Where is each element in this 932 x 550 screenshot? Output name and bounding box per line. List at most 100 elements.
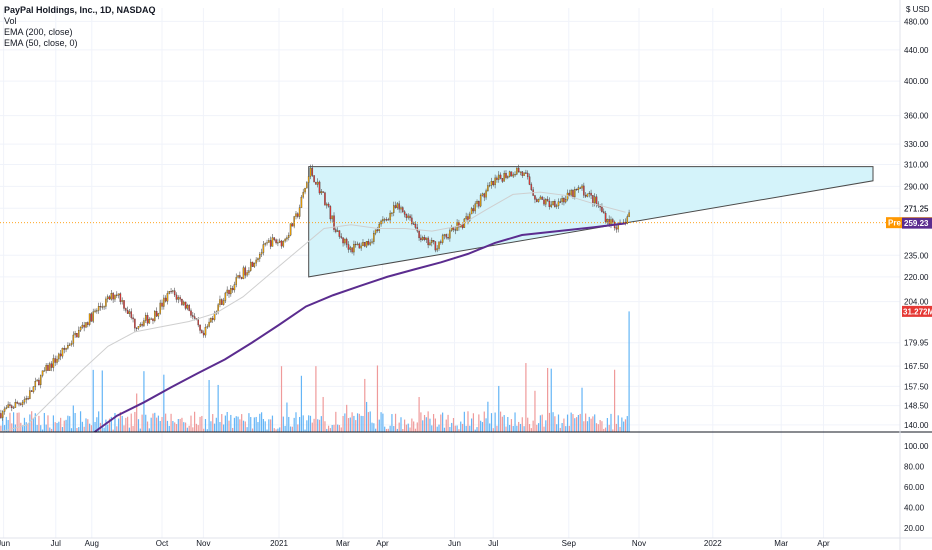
candle-body	[135, 327, 138, 330]
time-tick-label: Sep	[562, 539, 577, 548]
volume-bar	[139, 428, 141, 432]
candle-body	[311, 167, 314, 176]
candle-body	[161, 302, 163, 307]
volume-tick-label: 40.00	[904, 503, 925, 512]
volume-bar	[194, 411, 196, 432]
candle-body	[9, 404, 11, 406]
volume-bar	[494, 412, 496, 432]
currency-label[interactable]: $ USD	[906, 5, 930, 14]
candle-body	[103, 306, 105, 308]
legend-ema200[interactable]: EMA (200, close)	[4, 27, 73, 37]
candle-body	[364, 242, 366, 247]
candle-body	[432, 240, 435, 242]
volume-bars	[0, 311, 630, 432]
volume-bar	[532, 420, 534, 432]
volume-bar	[577, 414, 580, 432]
candle-body	[581, 185, 583, 189]
candle-body	[199, 324, 201, 331]
candle-body	[219, 299, 221, 305]
volume-bar	[595, 423, 598, 432]
volume-bar	[74, 412, 76, 432]
volume-bar	[507, 416, 509, 432]
candle-body	[354, 243, 357, 246]
volume-bar	[585, 413, 587, 432]
volume-bar	[552, 412, 554, 432]
volume-bar	[530, 428, 532, 432]
candle-body	[295, 213, 297, 217]
price-tick-label: 310.00	[904, 161, 929, 170]
candle-body	[96, 310, 98, 312]
candle-body	[12, 407, 15, 409]
candle-body	[56, 358, 58, 363]
candle-body	[530, 184, 533, 190]
volume-bar	[45, 424, 47, 432]
price-tick-label: 220.00	[904, 273, 929, 282]
volume-bar	[221, 414, 223, 432]
volume-bar	[313, 418, 315, 432]
candle-body	[126, 310, 129, 314]
candle-body	[284, 238, 286, 242]
candle-body	[322, 191, 324, 193]
volume-bar	[476, 427, 478, 432]
candle-body	[599, 205, 601, 208]
volume-bar	[246, 427, 248, 432]
candle-body	[421, 237, 424, 241]
candle-body	[45, 365, 47, 371]
volume-bar	[136, 393, 138, 432]
candle-body	[16, 402, 18, 404]
candle-body	[293, 216, 295, 227]
candle-body	[280, 240, 283, 247]
volume-bar	[127, 416, 129, 432]
candle-body	[210, 318, 212, 323]
candle-body	[396, 203, 399, 208]
candle-body	[182, 301, 185, 305]
volume-bar	[204, 419, 207, 432]
volume-bar	[114, 413, 116, 432]
volume-axis[interactable]: 100.00 80.00 60.00 40.00 20.00	[904, 442, 929, 533]
candle-body	[146, 315, 149, 324]
candle-body	[494, 177, 496, 186]
volume-bar	[521, 417, 523, 432]
candle-body	[201, 330, 203, 334]
candle-body	[257, 258, 259, 261]
volume-bar	[537, 423, 540, 432]
time-axis[interactable]: Jun Jul Aug Oct Nov 2021 Mar Apr Jun Jul Sep Nov 202…	[0, 539, 830, 548]
volume-bar	[452, 417, 455, 432]
volume-bar	[23, 417, 26, 432]
volume-bar	[251, 428, 254, 432]
time-tick-label: Apr	[817, 539, 830, 548]
volume-bar	[233, 417, 236, 432]
candle-body	[34, 381, 37, 387]
candle-body	[405, 214, 408, 218]
candle-body	[248, 270, 250, 273]
candle-body	[418, 230, 420, 239]
volume-bar	[483, 411, 485, 432]
legend-symbol[interactable]: PayPal Holdings, Inc., 1D, NASDAQ	[4, 5, 156, 15]
volume-bar	[478, 414, 480, 432]
candle-body	[163, 297, 165, 307]
candle-body	[164, 297, 167, 302]
volume-bar	[469, 425, 471, 432]
candle-body	[1, 411, 4, 418]
volume-bar	[262, 419, 265, 432]
candle-body	[226, 289, 228, 294]
candle-body	[358, 243, 361, 249]
volume-bar	[213, 423, 216, 432]
candle-body	[231, 288, 234, 291]
volume-bar	[277, 428, 279, 432]
candle-body	[485, 190, 487, 198]
candle-body	[338, 230, 341, 237]
candle-body	[262, 244, 265, 253]
legend-ema50[interactable]: EMA (50, close, 0)	[4, 38, 78, 48]
pre-label: Pre	[888, 219, 901, 228]
candle-body	[349, 247, 352, 250]
candle-body	[610, 219, 612, 225]
ascending-triangle-drawing[interactable]	[308, 166, 874, 278]
candle-body	[192, 315, 194, 317]
legend-volume[interactable]: Vol	[4, 16, 17, 26]
volume-bar	[347, 418, 350, 432]
candle-body	[150, 318, 152, 320]
candle-body	[251, 261, 254, 267]
